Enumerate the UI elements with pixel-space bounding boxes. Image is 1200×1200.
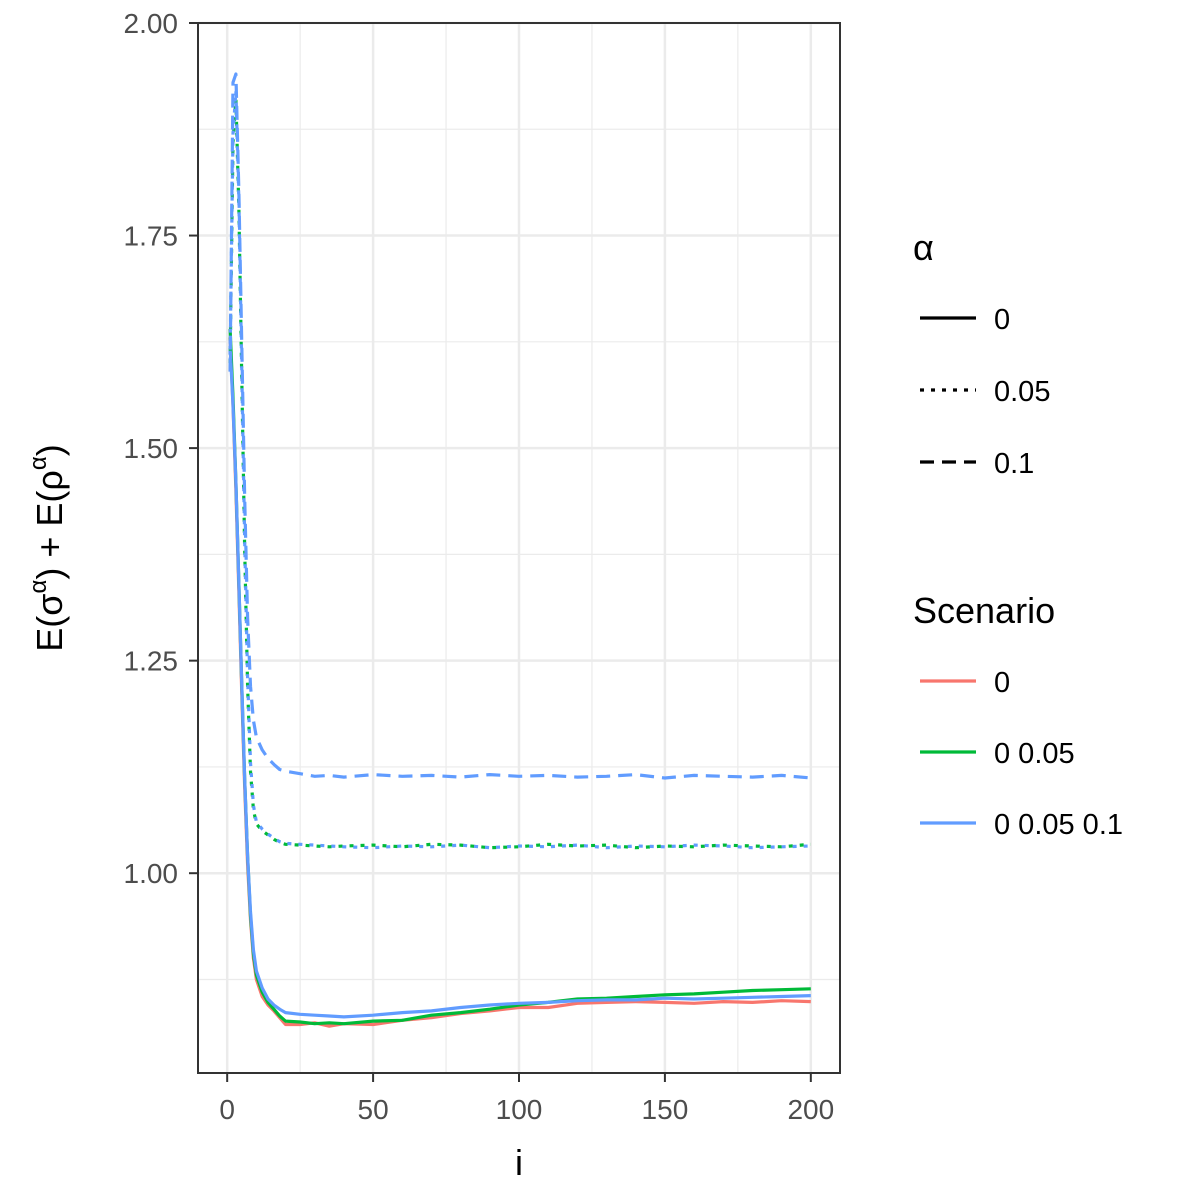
legend-scenario: Scenario 0 0 0.05 0 0.05 0.1 bbox=[913, 590, 1123, 841]
y-tick-label: 1.75 bbox=[124, 221, 179, 252]
legend-alpha: α 0 0.05 0.1 bbox=[913, 227, 1050, 480]
series-line-4 bbox=[228, 97, 811, 850]
axis-layer: 0 50 100 150 200 1.00 1.25 1.50 1.75 2.00 bbox=[124, 8, 835, 1125]
series-line-3 bbox=[228, 346, 811, 1019]
series-layer bbox=[228, 72, 811, 1028]
legend-alpha-label: 0.1 bbox=[994, 448, 1034, 480]
legend-scenario-title: Scenario bbox=[913, 590, 1055, 631]
x-tick-label: 50 bbox=[358, 1094, 389, 1125]
x-tick-label: 200 bbox=[787, 1094, 834, 1125]
x-tick-label: 0 bbox=[219, 1094, 235, 1125]
legend-alpha-label: 0.05 bbox=[994, 376, 1050, 408]
legend-scenario-label: 0 0.05 bbox=[994, 738, 1075, 770]
y-tick-label: 1.00 bbox=[124, 858, 179, 889]
y-axis-title: E(σα) + E(ρα) bbox=[25, 444, 70, 651]
y-title-part-2: ) + E(ρ bbox=[29, 470, 70, 580]
series-line-5 bbox=[228, 89, 811, 850]
y-title-part-3: ) bbox=[29, 444, 70, 456]
legend-alpha-label: 0 bbox=[994, 304, 1010, 336]
legend-scenario-label: 0 bbox=[994, 667, 1010, 699]
y-tick-label: 2.00 bbox=[124, 8, 179, 39]
series-line-6 bbox=[228, 72, 811, 780]
legend-scenario-label: 0 0.05 0.1 bbox=[994, 809, 1123, 841]
legend-alpha-title: α bbox=[913, 227, 934, 268]
x-tick-label: 100 bbox=[496, 1094, 543, 1125]
y-tick-label: 1.25 bbox=[124, 646, 179, 677]
grid-minor bbox=[198, 23, 840, 1073]
y-title-part-1: E(σ bbox=[29, 594, 70, 652]
x-axis-title: i bbox=[515, 1142, 523, 1183]
x-tick-label: 150 bbox=[642, 1094, 689, 1125]
y-title-sup-1: α bbox=[25, 580, 52, 594]
y-tick-label: 1.50 bbox=[124, 433, 179, 464]
y-title-sup-2: α bbox=[25, 456, 52, 470]
